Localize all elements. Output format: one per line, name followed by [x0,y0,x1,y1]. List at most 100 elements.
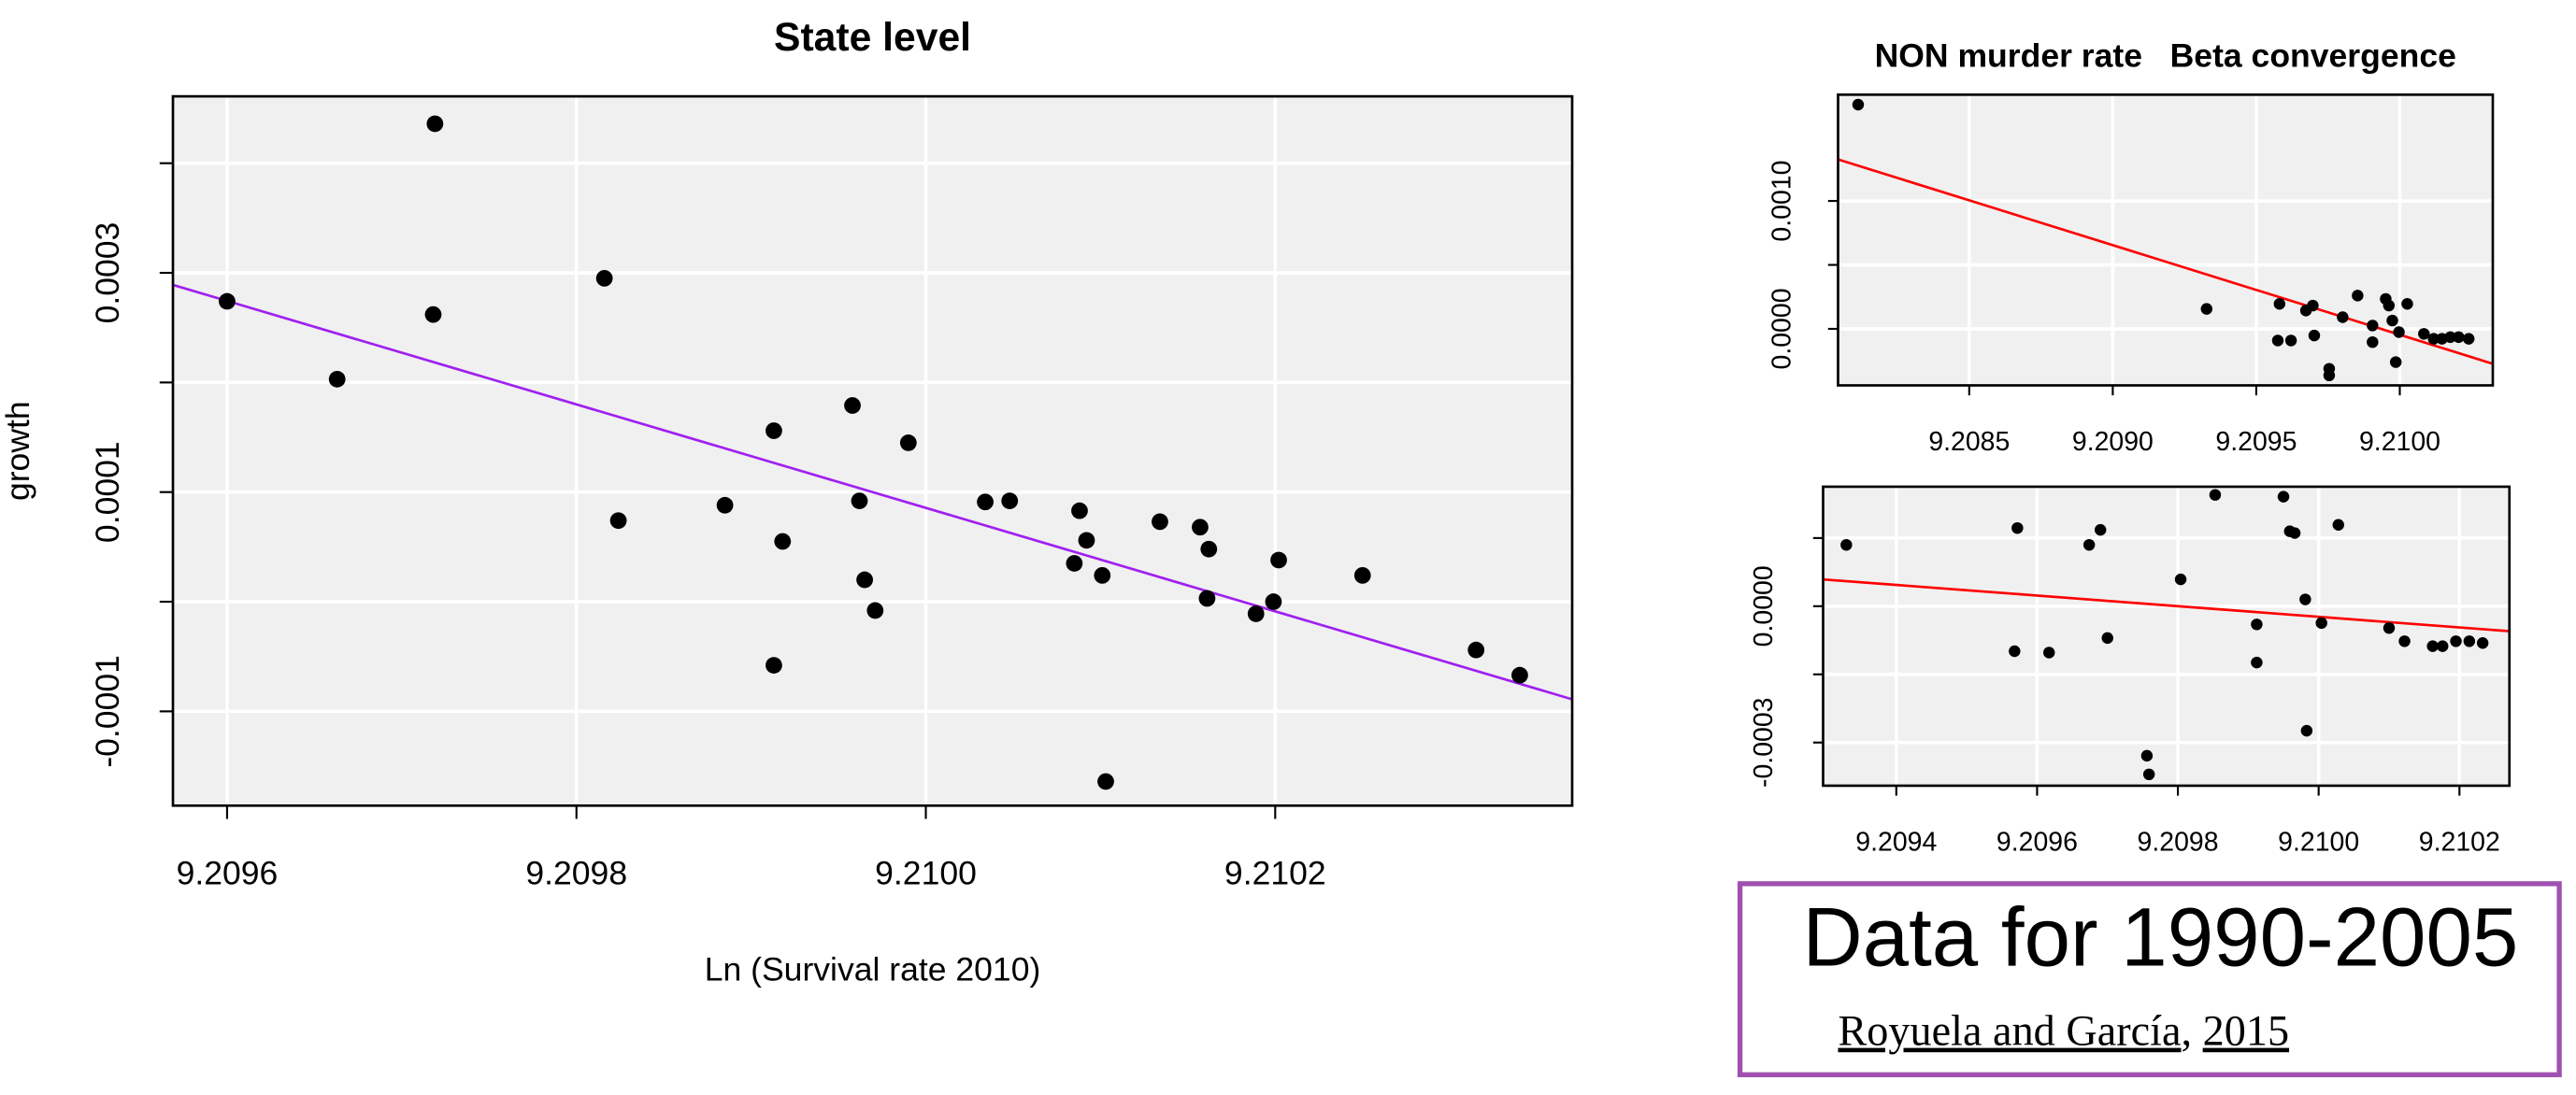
note-heading: Data for 1990-2005 [1802,890,2518,983]
x-tick-label: 9.2100 [2278,828,2359,858]
x-tick-label: 9.2090 [2072,427,2154,457]
point [856,571,874,589]
point [1265,593,1282,610]
x-tick-label: 9.2100 [875,854,977,891]
y-tick-label: -0.0003 [1749,698,1779,788]
point [1066,555,1083,572]
point [2209,489,2222,501]
point [1353,566,1371,584]
point [766,422,782,439]
plot-group [1823,486,2510,786]
trend-line [1823,577,2510,633]
citation-year: 2015 [2203,1006,2289,1054]
point [2386,314,2398,327]
point [2300,724,2313,737]
point [2200,303,2213,315]
point [2450,635,2462,647]
point [2444,331,2456,344]
point [1200,540,1218,558]
point [1071,502,1088,519]
point [2271,334,2284,347]
point [2393,326,2405,338]
point [2418,328,2430,340]
note-citation: Royuela and García, 2015 [1838,1006,2289,1054]
plot-group [173,96,1573,806]
point [977,493,994,511]
x-tick-label: 9.2102 [2419,828,2500,858]
y-axis-label: growth [0,401,36,501]
x-tick-label: 9.2085 [1928,427,2010,457]
point [2299,593,2311,605]
point [2094,523,2107,536]
point [2427,333,2440,345]
point [1097,773,1114,790]
plot-border [1822,485,2512,788]
point [766,657,782,674]
point [2453,331,2465,344]
point [899,434,917,451]
x-tick-label: 9.2096 [177,854,279,891]
point [2398,635,2411,647]
point [2284,334,2297,347]
point [609,512,627,530]
x-tick-label: 9.2100 [2359,427,2440,457]
point [2043,647,2055,659]
point [2308,329,2321,342]
point [2288,527,2301,539]
citation-separator: , [2182,1006,2193,1054]
y-tick-label: 0.0000 [1767,288,1796,369]
plot-border [1837,93,2495,387]
point [328,370,346,388]
x-axis-label: Ln (Survival rate 2010) [705,950,1041,988]
point [2332,519,2344,532]
point [716,496,734,514]
y-tick-label: 0.0003 [89,222,126,324]
note-box [1737,881,2562,1077]
point [1270,551,1287,569]
plot-area [173,96,1573,806]
point [2476,637,2489,649]
x-tick-label: 9.2096 [1996,828,2078,858]
point [2323,369,2336,382]
point [2082,538,2096,551]
plot-border [171,94,1574,807]
point [2463,635,2476,647]
point [2011,521,2024,534]
y-tick-label: 0.0010 [1767,161,1796,242]
x-tick-label: 9.2098 [2138,828,2219,858]
point [1094,566,1111,584]
point [1840,538,1853,551]
point [1467,641,1485,659]
point [2462,333,2475,345]
point [2367,335,2379,348]
point [595,270,613,287]
point [219,292,236,310]
chart-title: NON murder rate Beta convergence [1875,37,2456,75]
point [2436,640,2449,652]
point [1001,492,1019,509]
point [2142,768,2155,781]
point [2307,299,2319,312]
x-tick-label: 9.2102 [1224,854,1326,891]
point [1192,519,1209,536]
x-tick-label: 9.2098 [525,854,627,891]
y-tick-label: 0.0000 [1749,565,1779,647]
point [2174,573,2187,586]
x-tick-label: 9.2095 [2215,427,2297,457]
trend-line [172,283,1573,701]
point [2315,617,2327,630]
point [1198,590,1216,607]
x-tick-label: 9.2094 [1855,828,1937,858]
point [2277,491,2290,503]
point [2383,621,2396,634]
point [2389,356,2402,368]
chart-title: State level [774,15,971,60]
point [844,397,861,414]
point [1152,513,1168,531]
point [2273,298,2286,310]
point [2337,311,2349,323]
point [2367,320,2379,332]
point [2401,298,2413,310]
point [2352,290,2364,302]
point [424,306,442,323]
